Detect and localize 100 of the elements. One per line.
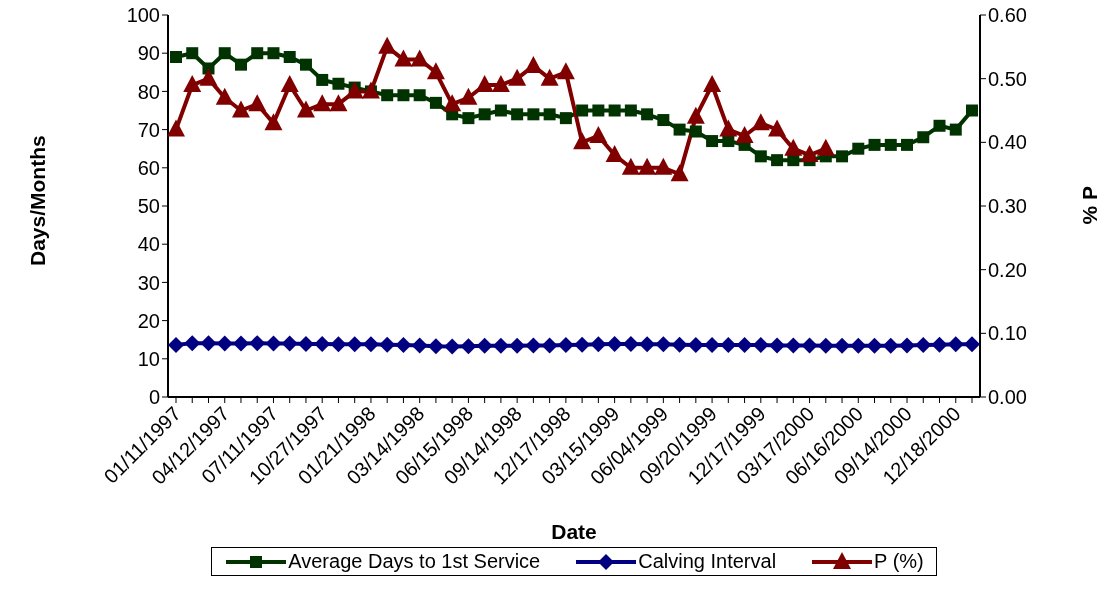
legend-label: Calving Interval [638,550,777,573]
point [280,75,299,93]
y-tick-label: 90 [137,42,160,65]
point [444,338,461,355]
y2-tick-label: 0.40 [988,131,1027,154]
x-axis-title: Date [551,520,597,543]
point [248,94,267,112]
y2-tick-label: 0.10 [988,322,1027,345]
y-axis-title: Days/Months [26,135,50,266]
point [231,100,250,118]
point [608,104,621,117]
legend-label: Average Days to 1st Service [288,550,541,573]
point [397,89,410,102]
point [492,337,509,354]
point [751,113,770,131]
y-tick-label: 20 [137,309,160,332]
point [638,157,657,175]
point [476,337,493,354]
point [915,337,932,354]
point [184,335,201,352]
point [736,337,753,354]
point [281,335,298,352]
point [866,337,883,354]
point [491,75,510,93]
point [525,337,542,354]
point [964,336,980,353]
point [167,119,185,137]
point [899,337,916,354]
point [183,75,202,93]
point [299,58,312,71]
point [606,335,623,352]
point [267,47,280,60]
y-tick-label: 100 [126,4,160,27]
y-tick-label: 50 [137,195,160,218]
point [654,157,673,175]
point [494,104,507,117]
point [395,337,412,354]
point [170,51,182,64]
y-tick-label: 0 [148,386,160,409]
point [251,47,264,60]
point [592,104,605,117]
point [232,335,249,352]
point [296,100,315,118]
point [345,81,364,99]
point [720,337,737,354]
point [573,132,592,150]
point [543,108,556,121]
y2-tick-label: 0.20 [988,258,1027,281]
point [621,157,640,175]
point [556,62,575,80]
point [657,114,670,127]
point [868,138,881,151]
point [540,68,559,86]
point [460,338,477,355]
point [541,337,558,354]
y2-tick-label: 0.50 [988,67,1027,90]
point [218,47,231,60]
point [508,68,527,86]
point [850,337,867,354]
point [834,337,851,354]
y-tick-label: 70 [137,118,160,141]
point [576,104,589,117]
point [216,335,233,352]
point [673,123,686,136]
point [215,87,234,105]
point [800,145,819,163]
point [933,119,946,132]
point [754,150,767,163]
y2-tick-label: 0.60 [988,4,1027,27]
point [381,89,394,102]
y-tick-label: 60 [137,156,160,179]
point [330,336,347,353]
point [329,94,348,112]
point [641,108,654,121]
point [426,62,445,80]
y-tick-label: 40 [137,233,160,256]
point [719,119,738,137]
point [966,104,978,117]
point [771,154,784,167]
point [686,106,705,124]
point [411,337,428,354]
point [949,123,962,136]
point [735,125,754,143]
point [410,49,429,67]
point [882,337,899,354]
point [527,108,540,121]
point [313,94,332,112]
point [884,138,897,151]
point [362,336,379,353]
point [901,138,914,151]
point [283,51,296,64]
point [947,336,964,353]
point [785,337,802,354]
y2-tick-label: 0.00 [988,386,1027,409]
y2-axis-title: % P [1078,186,1102,225]
point [316,73,329,86]
point [590,336,607,353]
point [589,125,608,143]
point [509,337,526,354]
point [605,145,624,163]
